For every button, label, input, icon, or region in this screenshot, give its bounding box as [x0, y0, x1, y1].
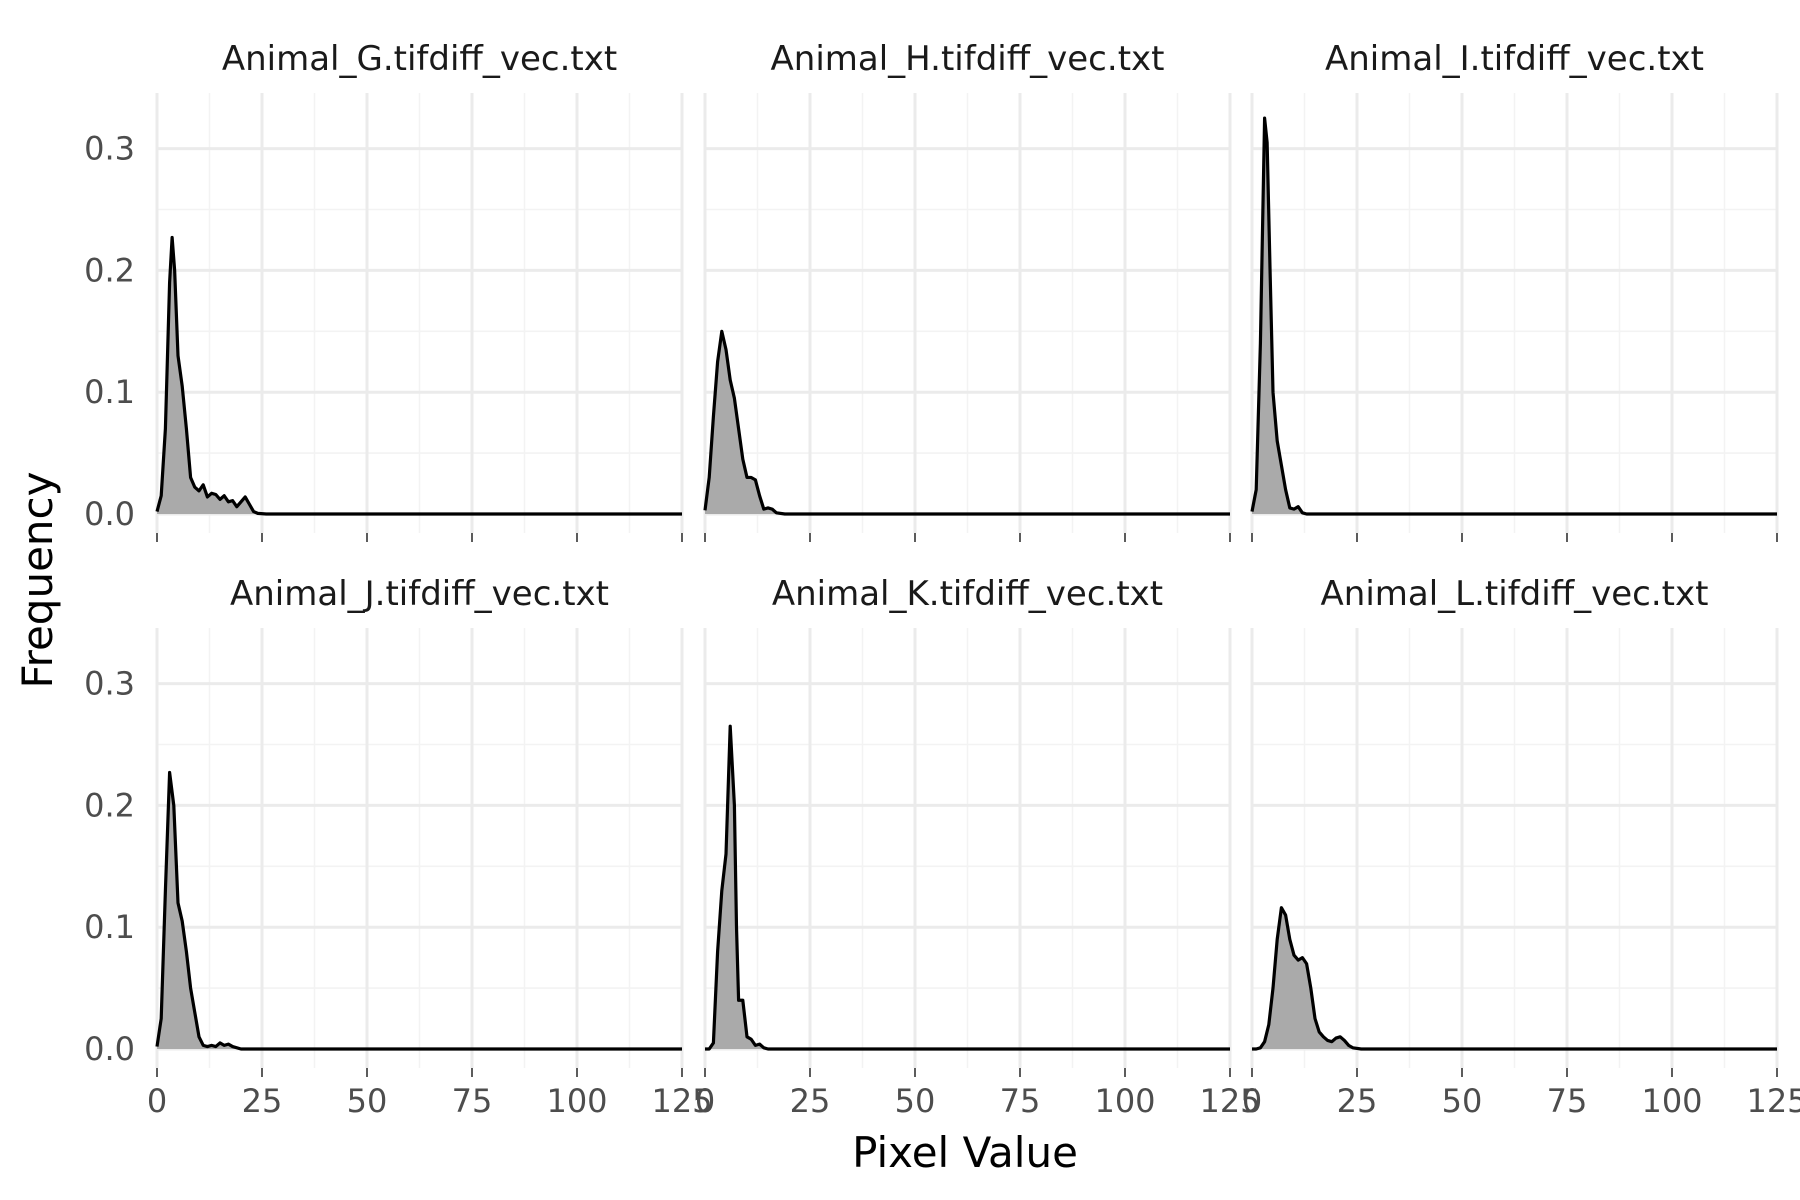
y-tick-label: 0.3	[84, 665, 135, 703]
x-tick-label: 100	[546, 1082, 607, 1120]
y-tick-label: 0.3	[84, 130, 135, 168]
density-line	[1250, 116, 1777, 516]
facet-title: Animal_K.tifdiff_vec.txt	[772, 574, 1163, 614]
y-tick-label: 0.0	[84, 1030, 135, 1068]
y-tick-label: 0.1	[84, 908, 135, 946]
y-tick-label: 0.1	[84, 373, 135, 411]
x-tick-label: 75	[1000, 1082, 1041, 1120]
x-tick-label: 50	[1442, 1082, 1483, 1120]
y-axis-title: Frequency	[13, 472, 62, 689]
facet-title: Animal_H.tifdiff_vec.txt	[771, 39, 1165, 79]
x-tick-label: 100	[1641, 1082, 1702, 1120]
x-tick-label: 0	[147, 1082, 167, 1120]
x-tick-label: 125	[1746, 1082, 1800, 1120]
density-area	[705, 331, 1230, 514]
x-tick-label: 125	[651, 1082, 712, 1120]
x-tick-label: 75	[452, 1082, 493, 1120]
facet-panel-2: Animal_H.tifdiff_vec.txt	[703, 39, 1232, 542]
y-tick-label: 0.0	[84, 495, 135, 533]
x-tick-label: 0	[695, 1082, 715, 1120]
x-tick-label: 25	[242, 1082, 283, 1120]
x-tick-label: 0	[1242, 1082, 1262, 1120]
facet-panel-5: Animal_K.tifdiff_vec.txt 0 25 50 75 100 125	[695, 574, 1261, 1120]
x-tick-label: 75	[1547, 1082, 1588, 1120]
facet-title: Animal_L.tifdiff_vec.txt	[1321, 574, 1709, 614]
facet-title: Animal_G.tifdiff_vec.txt	[222, 39, 617, 79]
facet-panel-4: Animal_J.tifdiff_vec.txt 0.0 0.1 0.2 0.3 0 25 5…	[84, 574, 712, 1120]
density-line	[705, 724, 1230, 1051]
facet-title: Animal_J.tifdiff_vec.txt	[230, 574, 609, 614]
density-area	[1252, 907, 1777, 1049]
x-axis-title: Pixel Value	[852, 1128, 1078, 1177]
density-line	[155, 235, 682, 516]
facet-panel-3: Animal_I.tifdiff_vec.txt	[1250, 39, 1779, 542]
x-tick-label: 25	[790, 1082, 831, 1120]
x-tick-label: 125	[1199, 1082, 1260, 1120]
facet-panel-1: Animal_G.tifdiff_vec.txt 0.0 0.1 0.2 0.3	[84, 39, 684, 542]
x-tick-label: 50	[895, 1082, 936, 1120]
x-tick-label: 25	[1337, 1082, 1378, 1120]
y-tick-label: 0.2	[84, 251, 135, 289]
density-line	[1252, 906, 1777, 1051]
y-tick-label: 0.2	[84, 786, 135, 824]
x-tick-label: 50	[347, 1082, 388, 1120]
facet-title: Animal_I.tifdiff_vec.txt	[1325, 39, 1704, 79]
density-line	[155, 770, 682, 1051]
x-tick-label: 100	[1094, 1082, 1155, 1120]
facet-panel-6: Animal_L.tifdiff_vec.txt 0 25 50 75 100 125	[1242, 574, 1800, 1120]
density-line	[703, 329, 1230, 516]
